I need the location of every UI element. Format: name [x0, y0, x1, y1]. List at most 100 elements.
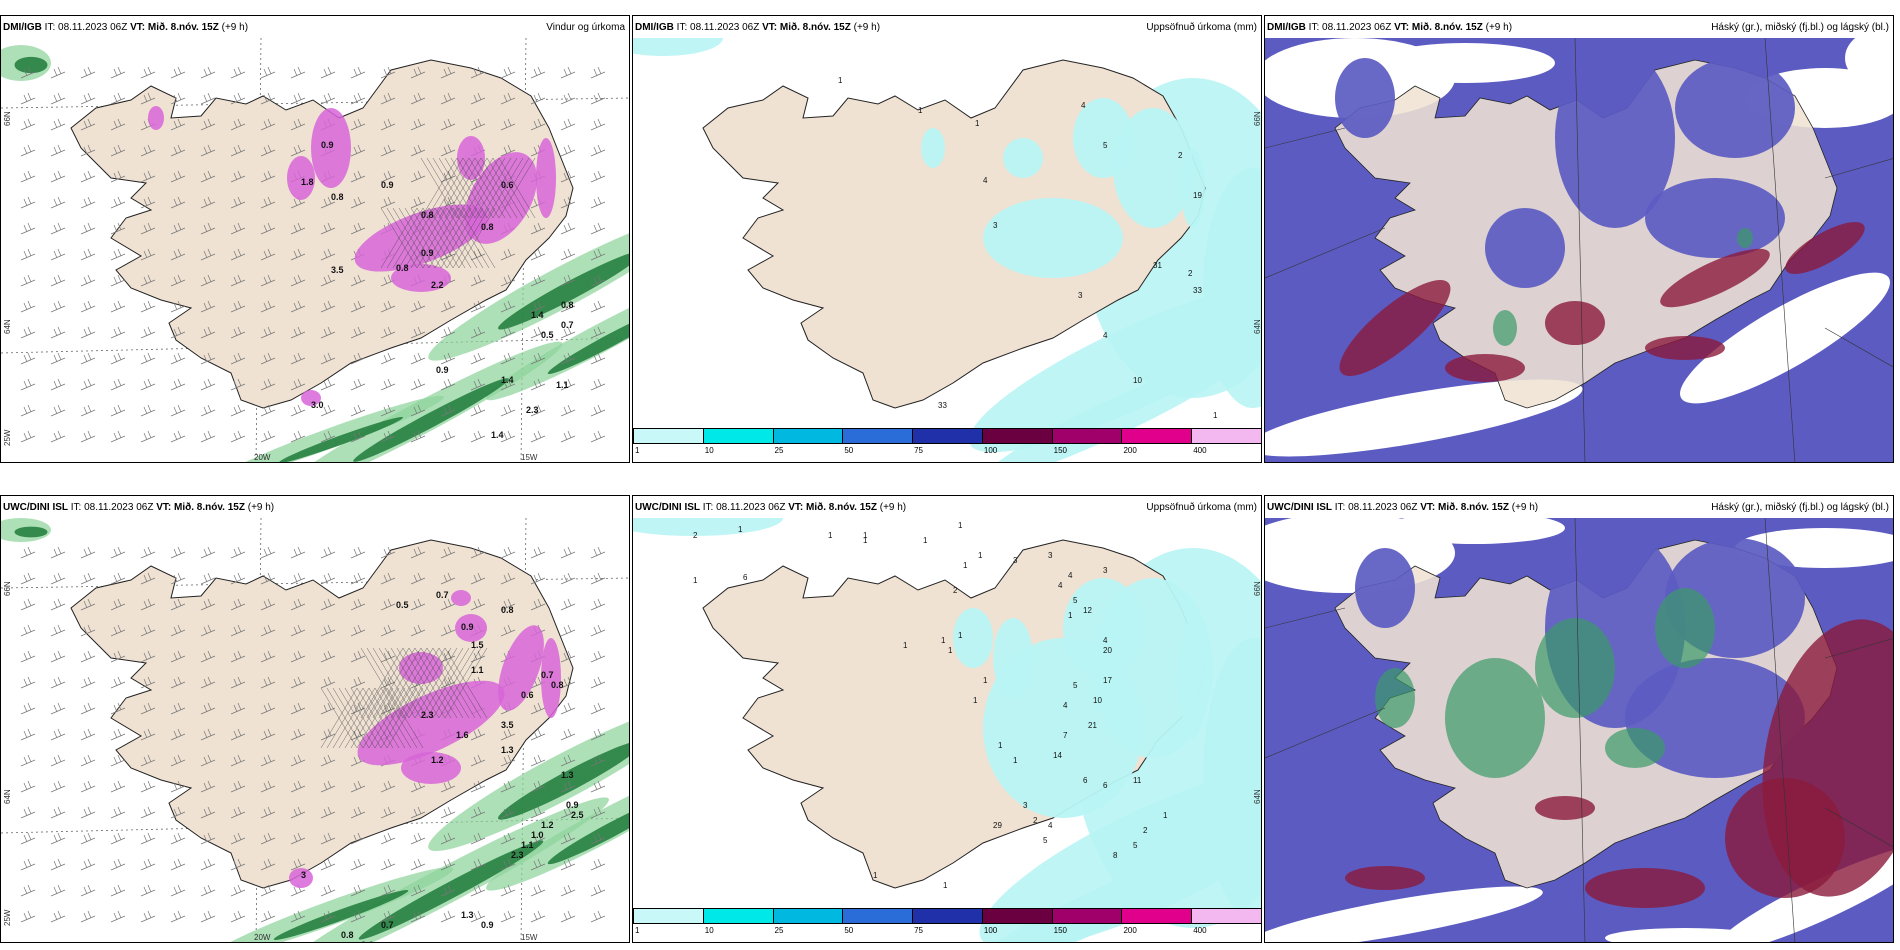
wind-barb [230, 430, 246, 443]
wind-barb [560, 650, 576, 663]
precip-amount-label: 4 [1048, 821, 1053, 830]
precip-amount-label: 1 [1213, 411, 1218, 420]
wind-barb [50, 326, 66, 339]
wind-barb [20, 274, 36, 287]
wind-barb [380, 430, 396, 443]
wind-barb [140, 572, 156, 585]
wind-barb [590, 170, 606, 183]
wind-barb [350, 650, 366, 663]
precip-amount-label: 1 [973, 696, 978, 705]
wind-barb [530, 572, 546, 585]
hatch-line [414, 647, 458, 719]
map-canvas [1265, 38, 1893, 462]
wind-barb [590, 624, 606, 637]
wind-barb [20, 404, 36, 417]
wind-barb [590, 430, 606, 443]
lat-label-64n: 64N [1253, 789, 1262, 804]
wind-barb [50, 170, 66, 183]
wind-barb [110, 352, 126, 365]
wind-barb [20, 676, 36, 689]
wind-barb [260, 780, 276, 793]
precip-value-label: 0.7 [436, 590, 449, 600]
colorbar-segment [1051, 908, 1123, 924]
wind-barb [230, 832, 246, 845]
wind-barb [470, 430, 486, 443]
precip-value-label: 0.5 [541, 330, 554, 340]
wind-barb [410, 624, 426, 637]
iceland-land [70, 59, 574, 409]
precip-amount-label: 1 [948, 646, 953, 655]
wind-barb [320, 66, 336, 79]
precip-band-dark [358, 840, 544, 940]
lead-time: (+9 h) [879, 502, 907, 513]
wind-barb [140, 806, 156, 819]
wind-barb [290, 676, 306, 689]
wind-barb [320, 754, 336, 767]
high-cloud-area [1675, 58, 1795, 158]
colorbar-segment [842, 908, 914, 924]
wind-barb [500, 884, 516, 897]
model-name: DMI/IGB [3, 22, 42, 33]
map-canvas: 4 1 3 5 2 19 33 31 2 3 4 1 10 4 33 1 1 [633, 38, 1261, 462]
lead-time: (+9 h) [1511, 502, 1539, 513]
wind-barb [170, 806, 186, 819]
wind-barb [80, 196, 96, 209]
hatch-line [368, 687, 406, 749]
wind-barb [230, 884, 246, 897]
precip-area [953, 608, 993, 668]
lat-label-64n: 64N [3, 319, 12, 334]
valid-time: Mið. 8.nóv. 15Z [1411, 22, 1483, 33]
precip-amount-label: 1 [941, 636, 946, 645]
wind-barb [440, 326, 456, 339]
precip-value-label: 1.2 [541, 820, 554, 830]
hatch-line [396, 647, 440, 719]
precip-value-label: 0.8 [561, 300, 574, 310]
precip-area [921, 128, 945, 168]
wind-barb [170, 274, 186, 287]
wind-barb [470, 780, 486, 793]
wind-barb [500, 430, 516, 443]
wind-barb [50, 196, 66, 209]
vt-label: VT: [156, 502, 172, 513]
wind-barb [440, 118, 456, 131]
wind-barb [230, 572, 246, 585]
wind-barb [80, 118, 96, 131]
precip-area [993, 618, 1033, 698]
wind-barb [320, 248, 336, 261]
wind-barb [170, 598, 186, 611]
wind-barb [170, 300, 186, 313]
precip-value-label: 0.8 [551, 680, 564, 690]
wind-barb [320, 910, 336, 923]
hatch-line [446, 207, 484, 269]
wind-barb [170, 66, 186, 79]
model-name: DMI/IGB [635, 22, 674, 33]
precip-value-label: 0.8 [396, 263, 409, 273]
wind-barb [20, 144, 36, 157]
wind-barb [110, 676, 126, 689]
wind-barb [140, 326, 156, 339]
wind-barb [290, 598, 306, 611]
wind-barb [230, 352, 246, 365]
colorbar-tick-label: 150 [1053, 446, 1068, 455]
land-precip [921, 98, 1205, 278]
wind-barb [80, 144, 96, 157]
wind-barb [20, 326, 36, 339]
wind-barb [350, 300, 366, 313]
wind-barb [320, 196, 336, 209]
colorbar-tick-label: 25 [774, 446, 784, 455]
wind-barb [170, 858, 186, 871]
wind-barb [260, 884, 276, 897]
wind-barb [530, 546, 546, 559]
wind-barb [590, 404, 606, 417]
precip-colorbar: 1 10 25 50 75 100 150 200 400 [633, 428, 1261, 456]
wind-barb [80, 404, 96, 417]
wind-barb [20, 650, 36, 663]
wind-barb [320, 572, 336, 585]
wind-barb [20, 170, 36, 183]
colorbar-tick-label: 50 [844, 446, 854, 455]
wind-barb [230, 728, 246, 741]
model-name: UWC/DINI ISL [3, 502, 68, 513]
wind-barb [80, 676, 96, 689]
wind-barb [290, 222, 306, 235]
wind-barb [290, 144, 306, 157]
